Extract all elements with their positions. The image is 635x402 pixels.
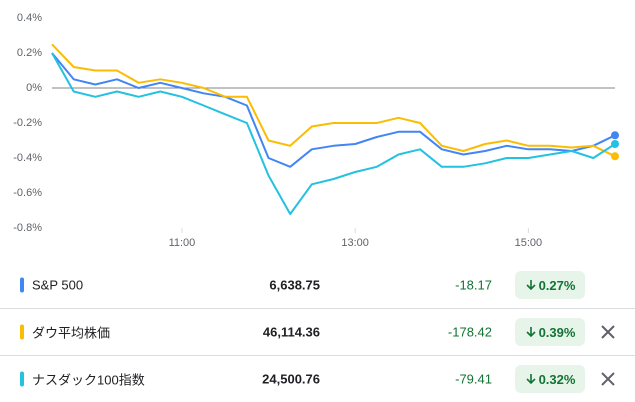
change: -178.42 xyxy=(447,324,492,340)
remove-button[interactable] xyxy=(600,371,616,387)
close-icon[interactable] xyxy=(600,324,616,340)
price: 6,638.75 xyxy=(269,277,320,293)
quote-row[interactable]: ナスダック100指数 24,500.76 -79.41 0.32% xyxy=(0,356,635,402)
y-tick-label: -0.8% xyxy=(13,222,42,234)
change: -18.17 xyxy=(455,277,492,293)
chart: 0.4% 0.2% 0% -0.2% -0.4% -0.6% -0.8% 11:00 13:00… xyxy=(13,12,619,249)
percent: 0.27% xyxy=(538,277,576,293)
series-line xyxy=(51,52,616,168)
end-dot xyxy=(611,131,619,140)
y-tick-label: 0.4% xyxy=(17,12,42,24)
color-indicator xyxy=(20,277,24,293)
percent-badge: 0.39% xyxy=(515,318,585,346)
change: -79.41 xyxy=(455,371,492,387)
percent: 0.39% xyxy=(538,324,576,340)
y-tick-label: -0.4% xyxy=(13,152,42,164)
x-tick-label: 11:00 xyxy=(169,237,196,249)
quote-row[interactable]: ダウ平均株価 46,114.36 -178.42 0.39% xyxy=(0,309,635,356)
y-tick-label: -0.2% xyxy=(13,117,42,129)
index-name: S&P 500 xyxy=(32,277,84,293)
down-arrow xyxy=(525,327,536,338)
index-name: ナスダック100指数 xyxy=(32,372,145,388)
x-tick-label: 15:00 xyxy=(515,237,543,249)
color-indicator xyxy=(20,371,24,387)
percent: 0.32% xyxy=(538,371,576,387)
x-tick-label: 13:00 xyxy=(341,237,369,249)
price: 24,500.76 xyxy=(262,371,320,387)
y-tick-label: 0.2% xyxy=(17,47,42,59)
down-arrow xyxy=(525,374,536,385)
down-arrow xyxy=(525,280,536,291)
close-icon[interactable] xyxy=(600,371,616,387)
index-name: ダウ平均株価 xyxy=(32,325,111,341)
end-dot xyxy=(611,140,619,148)
end-dot xyxy=(611,152,619,161)
y-tick-label: -0.6% xyxy=(13,187,42,199)
series-line xyxy=(51,43,616,158)
quote-row[interactable]: S&P 500 6,638.75 -18.17 0.27% xyxy=(0,262,635,309)
percent-badge: 0.32% xyxy=(515,365,585,393)
remove-button[interactable] xyxy=(600,324,616,340)
percent-badge: 0.27% xyxy=(515,271,585,299)
series-line xyxy=(51,52,616,215)
price: 46,114.36 xyxy=(262,324,320,340)
y-tick-label: 0% xyxy=(26,82,42,94)
quote-table: S&P 500 6,638.75 -18.17 0.27% ダウ平均株価 46,114.3… xyxy=(0,262,635,402)
color-indicator xyxy=(20,324,24,340)
